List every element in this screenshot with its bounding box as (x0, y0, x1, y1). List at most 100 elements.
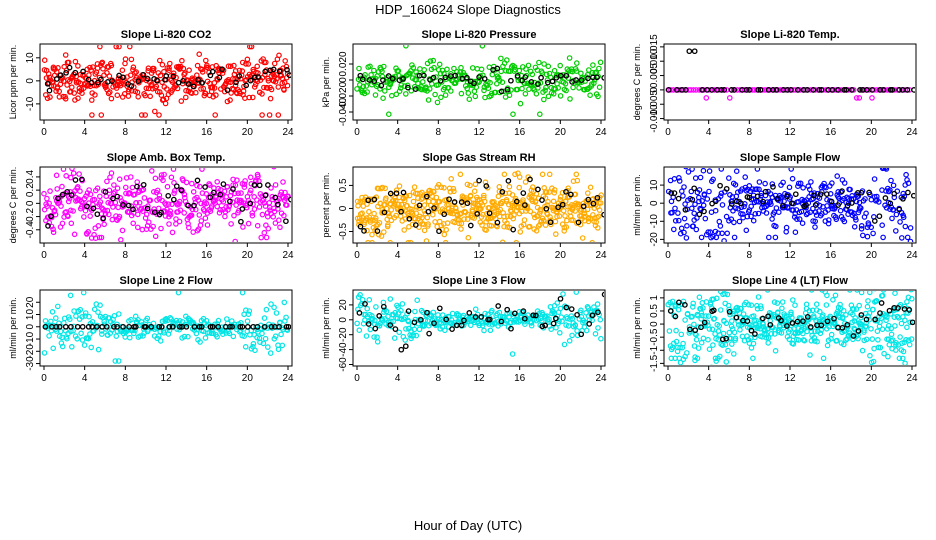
x-tick-label: 4 (395, 127, 401, 138)
data-point (441, 231, 448, 238)
data-point (387, 239, 393, 242)
x-tick-label: 24 (282, 373, 294, 384)
data-point (265, 225, 272, 232)
data-point (78, 330, 84, 337)
data-point (75, 184, 81, 190)
data-point (536, 59, 542, 66)
data-point (557, 305, 564, 312)
data-point (259, 112, 265, 118)
data-point (687, 378, 691, 382)
data-point (710, 296, 717, 303)
data-point (214, 321, 221, 327)
data-point (208, 203, 215, 209)
data-point (508, 319, 514, 326)
data-point (895, 248, 899, 252)
reference-point (774, 196, 781, 202)
data-point (907, 225, 914, 231)
data-point (566, 55, 573, 61)
data-point (866, 310, 873, 316)
x-tick-label: 16 (825, 373, 837, 384)
data-point (59, 183, 65, 190)
reference-point (580, 203, 587, 210)
data-point (203, 317, 210, 324)
data-point (88, 344, 95, 351)
data-point (595, 325, 601, 331)
data-point (768, 330, 775, 337)
reference-point (209, 68, 216, 75)
data-point (47, 188, 53, 194)
reference-point (295, 325, 299, 329)
reference-point (48, 213, 54, 220)
data-point (739, 333, 746, 340)
reference-point (607, 79, 611, 83)
reference-point (839, 188, 845, 194)
data-point (173, 74, 179, 81)
reference-point (294, 186, 298, 190)
data-point (750, 355, 756, 362)
data-point (152, 108, 158, 115)
data-point (136, 199, 143, 206)
data-point (546, 316, 552, 323)
data-point (739, 211, 746, 217)
reference-point (858, 312, 865, 318)
data-point (598, 192, 604, 198)
x-tick-label: 24 (282, 127, 294, 138)
reference-point (416, 202, 423, 209)
y-tick-label: 0 (25, 78, 36, 84)
data-point (427, 58, 434, 64)
reference-point (144, 75, 151, 82)
reference-point (227, 323, 233, 330)
data-point (574, 327, 580, 334)
data-point (669, 298, 676, 305)
data-point (724, 230, 731, 237)
data-point (909, 262, 913, 266)
data-point (119, 227, 126, 234)
data-point (138, 112, 145, 118)
x-tick-label: 4 (82, 127, 88, 138)
data-point (769, 181, 776, 187)
data-point (552, 86, 559, 92)
data-point (396, 329, 403, 336)
data-point (374, 334, 380, 341)
data-point (156, 192, 163, 199)
data-point (668, 158, 672, 162)
data-point (757, 303, 764, 309)
data-point (203, 57, 209, 64)
data-point (594, 225, 601, 231)
data-point (423, 238, 430, 242)
data-point (794, 216, 800, 223)
data-point (896, 279, 900, 283)
data-point (195, 197, 202, 204)
data-point (46, 200, 52, 207)
reference-point (230, 186, 236, 192)
data-point (157, 338, 164, 344)
data-point (95, 223, 102, 229)
data-point (900, 348, 907, 355)
chart-title: Slope Amb. Box Temp. (107, 152, 226, 164)
data-point (572, 80, 579, 86)
reference-point (508, 325, 514, 332)
reference-point (191, 202, 197, 209)
data-point (795, 183, 801, 190)
data-point (689, 304, 696, 310)
reference-point (119, 74, 126, 81)
reference-point (607, 229, 611, 233)
data-point (677, 230, 684, 237)
data-point (207, 182, 213, 189)
data-point (391, 335, 398, 341)
data-point (903, 171, 909, 178)
data-point (583, 327, 590, 334)
data-point (112, 199, 119, 206)
reference-point (220, 181, 227, 187)
data-point (140, 333, 146, 339)
data-point (820, 312, 826, 318)
data-point (368, 196, 374, 203)
data-point (419, 79, 426, 85)
y-tick-label: 0 (25, 324, 36, 330)
chart-title: Slope Sample Flow (740, 152, 841, 164)
y-tick-label: -60 (338, 357, 349, 372)
data-point (853, 198, 860, 205)
data-point (171, 190, 177, 197)
x-tick-label: 12 (473, 373, 485, 384)
data-point (487, 327, 494, 334)
